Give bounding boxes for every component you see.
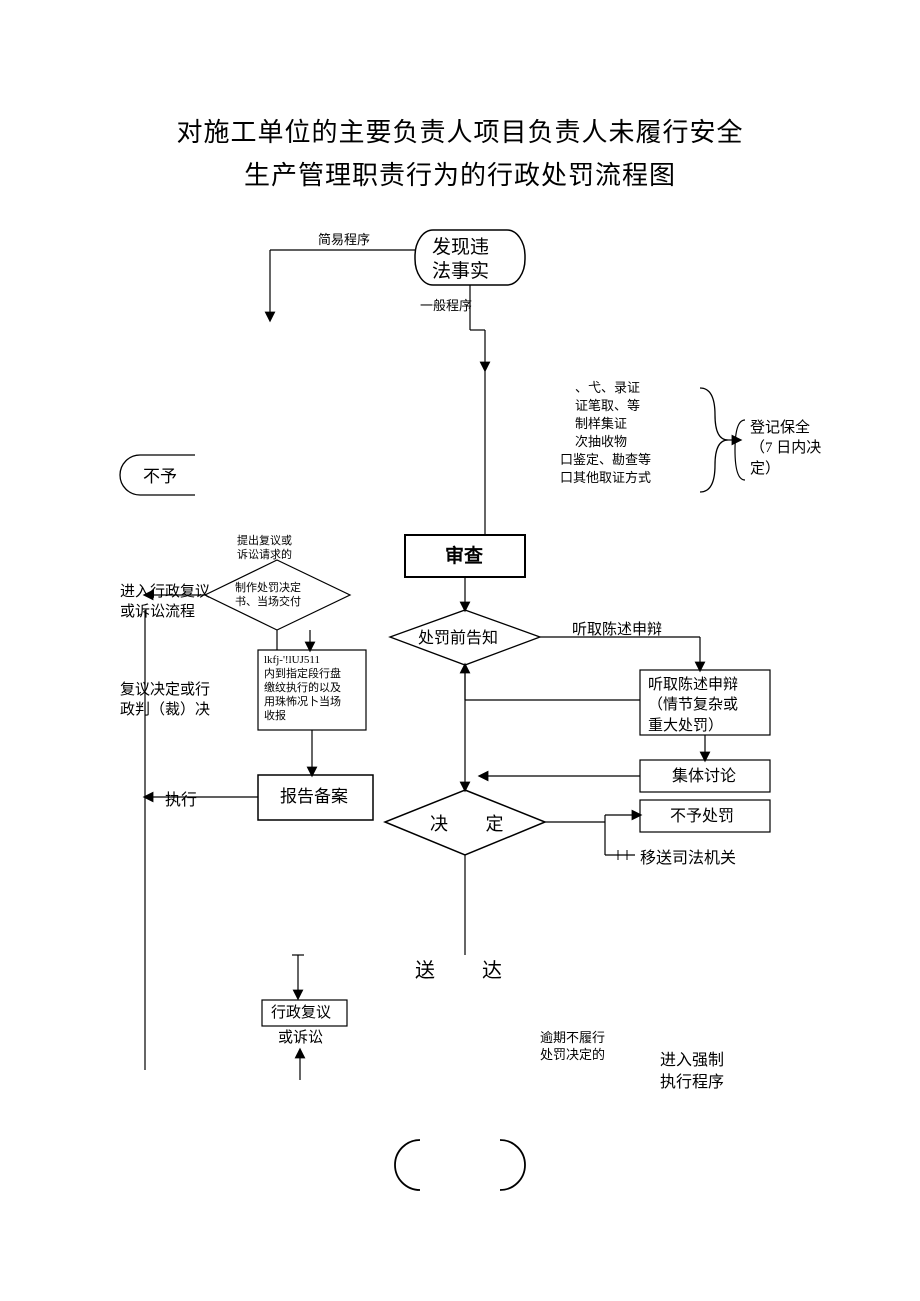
flowchart-canvas [0,0,920,1301]
summary-box-2: 缴纹执行的以及 [264,682,341,696]
node-no-action: 不予 [143,466,177,489]
evidence-line-2: 制样集证 [575,416,627,433]
evidence-line-3: 次抽收物 [575,434,627,451]
node-report: 报告备案 [280,786,348,809]
evidence-line-4: 口鉴定、勘查等 [560,452,651,469]
node-start: 发现违 法事实 [432,236,489,284]
node-admin-recon: 行政复议 [271,1003,331,1023]
edge-label-general: 一般程序 [420,298,472,315]
node-execute: 执行 [165,790,197,812]
summary-diamond-text: 制作处罚决定 书、当场交付 [235,582,301,610]
node-decision: 决 定 [430,812,510,836]
node-register: 登记保全 （7 日内决 定） [750,418,821,479]
edge-hear-label: 听取陈述申辩 [572,620,662,640]
summary-box-3: 用珠怖况卜当场 [264,696,341,710]
node-group-discuss: 集体讨论 [672,766,736,788]
node-pre-notice: 处罚前告知 [418,628,498,650]
node-admin-recon-sub: 或诉讼 [278,1028,323,1048]
summary-box-1: 内到指定段行盘 [264,668,341,682]
evidence-line-1: 证笔取、等 [575,398,640,415]
node-deliver: 送 达 [415,958,510,985]
node-hearing: 听取陈述申辩 （情节复杂或 重大处罚） [648,675,738,736]
node-recon-decision: 复议决定或行 政判（裁）决 [120,680,210,721]
edge-label-simple: 简易程序 [318,232,370,249]
node-no-punish: 不予处罚 [670,806,734,828]
node-overdue: 逾期不履行 处罚决定的 [540,1030,605,1064]
summary-box-4: 收报 [264,710,286,724]
node-review: 审查 [445,544,483,570]
node-enforce: 进入强制 执行程序 [660,1050,724,1093]
evidence-line-5: 口其他取证方式 [560,470,651,487]
node-to-judicial: 移送司法机关 [640,848,736,870]
evidence-line-0: 、弋、录证 [575,380,640,397]
summary-diamond-above: 提出复议或 诉讼请求的 [237,535,292,563]
node-enter-recon: 进入行政复议 或诉讼流程 [120,582,210,623]
summary-box-0: lkfj-'!lUJ511 [264,654,320,668]
